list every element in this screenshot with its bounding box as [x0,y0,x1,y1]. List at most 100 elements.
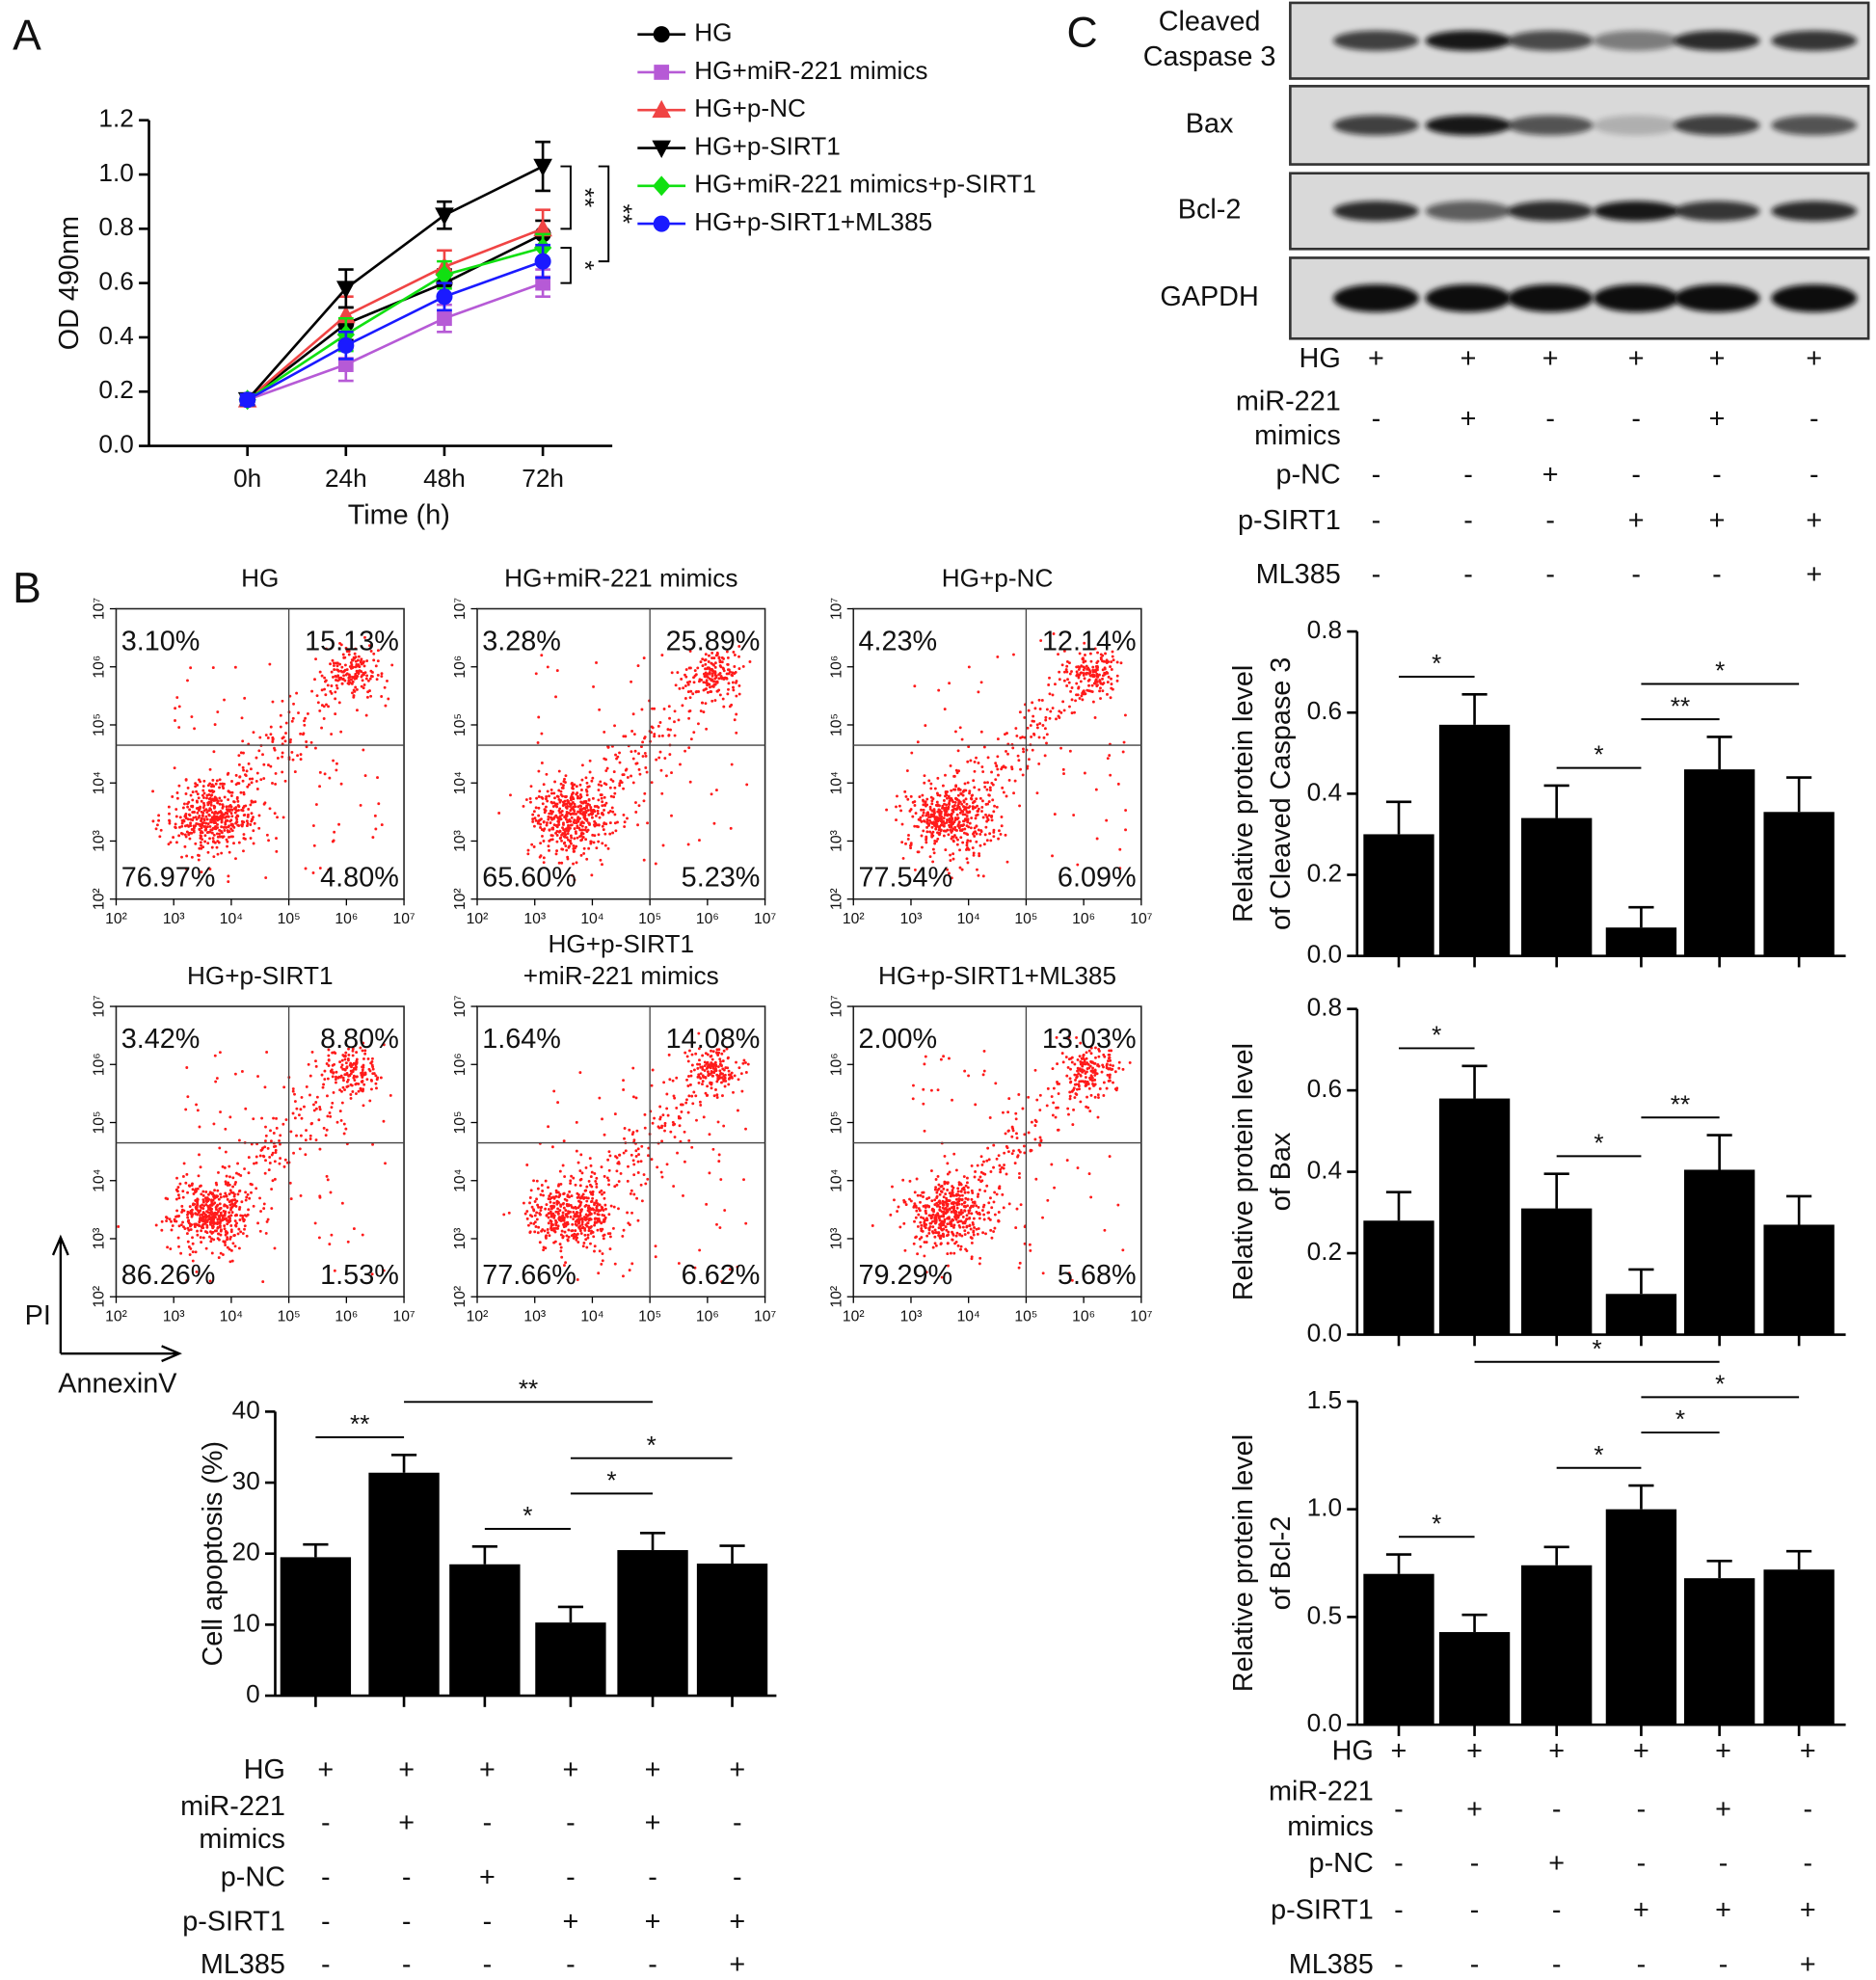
event-dot [215,779,219,783]
event-dot [556,1101,560,1105]
event-dot [262,1207,266,1211]
event-dot [201,1216,205,1219]
event-dot [1098,689,1102,693]
event-dot [706,1084,710,1088]
event-dot [981,770,985,773]
event-dot [626,1211,630,1215]
event-dot [213,1054,217,1057]
event-dot [1108,1049,1112,1053]
event-dot [658,1115,662,1119]
event-dot [552,1216,556,1219]
event-dot [946,1172,950,1176]
event-dot [984,813,987,816]
event-dot [973,786,977,789]
event-dot [371,1072,375,1076]
plot-title: +miR-221 mimics [523,961,719,990]
event-dot [606,1158,610,1162]
event-dot [223,698,226,702]
event-dot [332,839,335,843]
event-dot [589,1208,593,1212]
event-dot [181,806,185,810]
event-dot [531,813,535,816]
event-dot [318,1195,322,1199]
event-dot [201,845,205,849]
event-dot [175,791,179,794]
event-dot [229,1248,233,1252]
event-dot [564,774,568,778]
event-dot [1095,661,1099,664]
event-dot [573,849,576,853]
event-dot [208,1235,211,1239]
event-dot [303,719,306,723]
event-dot [1012,791,1016,795]
event-dot [604,783,608,787]
event-dot [556,1207,560,1211]
event-dot [686,843,690,846]
event-dot [299,1134,303,1137]
event-dot [1018,804,1022,808]
event-dot [547,1186,549,1190]
event-dot [578,1071,582,1075]
event-dot [642,656,646,660]
event-dot [717,656,721,659]
event-dot [592,684,595,688]
event-dot [525,1210,529,1213]
x-tick-label: 10⁴ [957,911,980,927]
event-dot [665,1163,669,1166]
event-dot [157,814,161,817]
event-dot [902,1221,906,1225]
event-dot [316,701,320,705]
event-dot [329,1069,333,1073]
event-dot [313,746,317,750]
event-dot [581,836,585,839]
event-dot [660,1139,664,1143]
event-dot [174,1197,178,1201]
event-dot [942,1187,946,1191]
event-dot [955,813,959,816]
event-dot [549,1205,553,1208]
event-dot [184,792,188,795]
event-dot [622,1274,625,1278]
event-dot [188,808,192,812]
x-tick-label: 10⁷ [754,1308,776,1324]
event-dot [1033,1124,1037,1128]
event-dot [369,1078,373,1082]
event-dot [1128,1060,1132,1064]
event-dot [1011,1129,1015,1133]
event-dot [228,1211,231,1215]
event-dot [216,799,220,803]
event-dot [1088,1064,1092,1068]
event-dot [204,828,208,832]
event-dot [342,1132,346,1136]
event-dot [987,800,991,804]
event-dot [951,1232,954,1236]
event-dot [1083,1059,1086,1063]
event-dot [247,783,251,787]
event-dot [947,807,950,811]
event-dot [739,1072,743,1076]
event-dot [704,702,708,706]
event-dot [216,1189,220,1192]
event-dot [276,816,280,819]
event-dot [203,834,207,838]
event-dot [588,1211,592,1215]
event-dot [688,1049,691,1053]
event-dot [311,871,315,874]
event-dot [976,1232,979,1236]
event-dot [663,1129,666,1133]
event-dot [1002,1110,1005,1114]
event-dot [603,832,607,836]
event-dot [1041,724,1045,727]
event-dot [232,807,236,811]
event-dot [1015,1132,1018,1136]
event-dot [227,798,230,801]
event-dot [1081,1070,1085,1074]
event-dot [542,856,546,860]
event-dot [530,1205,534,1209]
event-dot [216,1217,220,1221]
event-dot [956,838,959,842]
event-dot [1122,740,1126,744]
event-dot [576,1215,579,1218]
event-dot [661,843,665,847]
event-dot [586,785,590,789]
